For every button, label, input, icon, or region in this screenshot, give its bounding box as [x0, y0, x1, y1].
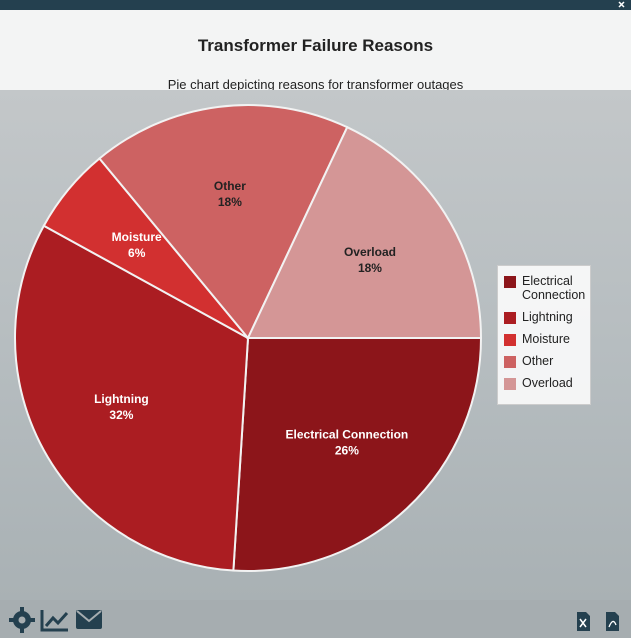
toolbar [0, 600, 631, 638]
slice-value-label: 6% [128, 246, 146, 260]
header: Transformer Failure Reasons Pie chart de… [0, 10, 631, 90]
slice-label: Overload [344, 245, 396, 259]
legend-swatch [504, 378, 516, 390]
chart-title: Transformer Failure Reasons [0, 36, 631, 56]
legend-label: Electrical Connection [522, 274, 586, 302]
legend-label: Moisture [522, 332, 570, 346]
chart-window: Transformer Failure Reasons Pie chart de… [0, 0, 631, 638]
email-icon[interactable] [76, 610, 102, 629]
settings-icon[interactable] [9, 607, 35, 633]
legend-item[interactable]: Other [502, 354, 586, 368]
legend-item[interactable]: Overload [502, 376, 586, 390]
slice-label: Moisture [112, 230, 162, 244]
legend-label: Overload [522, 376, 573, 390]
excel-export-icon[interactable] [577, 612, 590, 631]
slice-value-label: 32% [109, 408, 133, 422]
slice-value-label: 18% [218, 195, 242, 209]
legend-swatch [504, 312, 516, 324]
toolbar-icons [0, 600, 631, 638]
legend-swatch [504, 334, 516, 346]
slice-value-label: 26% [335, 443, 359, 457]
slice-label: Other [214, 179, 246, 193]
pdf-export-icon[interactable] [606, 612, 619, 631]
trend-icon[interactable] [42, 610, 68, 630]
slice-value-label: 18% [358, 261, 382, 275]
slice-label: Lightning [94, 392, 149, 406]
legend-swatch [504, 356, 516, 368]
top-bar [0, 0, 631, 10]
legend-swatch [504, 276, 516, 288]
legend-label: Lightning [522, 310, 573, 324]
legend-item[interactable]: Electrical Connection [502, 274, 586, 302]
close-button[interactable] [617, 0, 627, 10]
legend-item[interactable]: Moisture [502, 332, 586, 346]
slice-label: Electrical Connection [286, 427, 409, 441]
legend: Electrical Connection Lightning Moisture Ot… [497, 265, 591, 405]
legend-label: Other [522, 354, 553, 368]
legend-item[interactable]: Lightning [502, 310, 586, 324]
